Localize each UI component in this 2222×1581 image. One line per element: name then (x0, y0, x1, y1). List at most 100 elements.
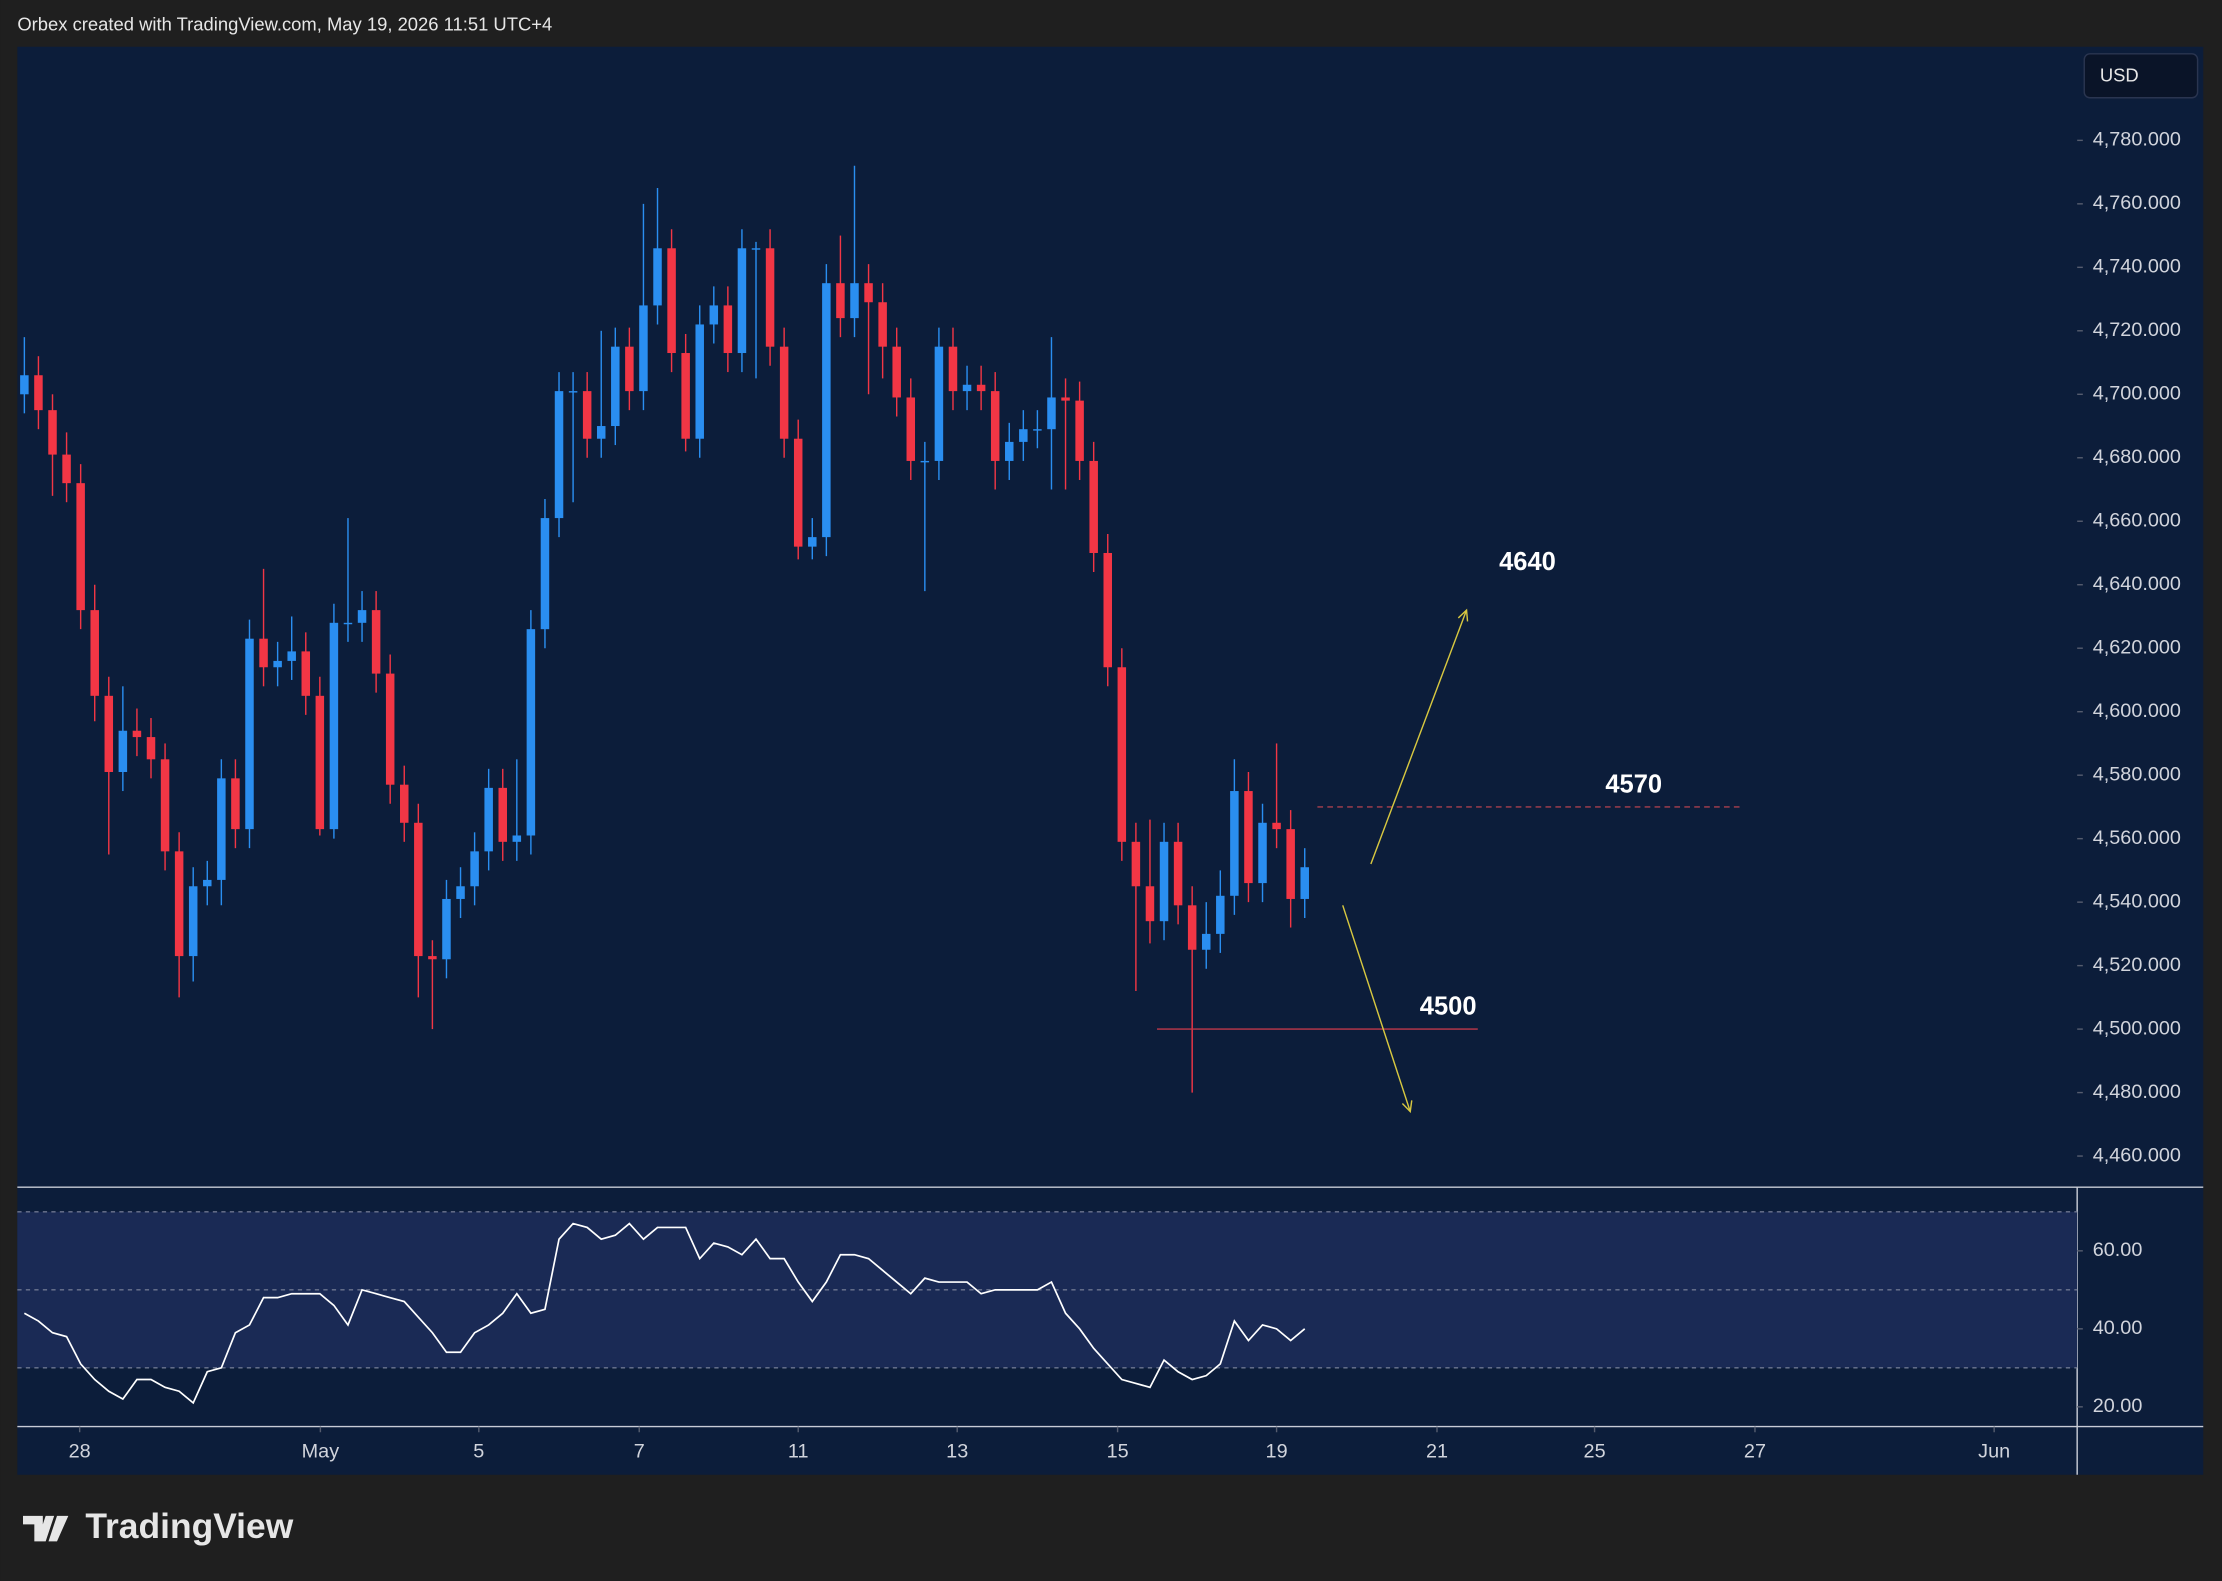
candle-body (329, 622, 339, 830)
x-tick-label: 27 (1744, 1440, 1766, 1462)
level-label: 4570 (1605, 770, 1662, 798)
candle-body (1061, 397, 1070, 401)
candle-body (470, 851, 479, 887)
candle-body (779, 346, 789, 439)
candle-body (751, 248, 761, 250)
x-tick-label: 19 (1266, 1440, 1288, 1462)
candle-body (1047, 397, 1056, 430)
x-tick-label: May (302, 1440, 340, 1462)
y-tick-label: 4,460.000 (2093, 1144, 2181, 1166)
candle-body (1201, 933, 1211, 950)
candle-body (231, 778, 240, 830)
candle-body (653, 248, 662, 306)
y-tick-label: 4,620.000 (2093, 636, 2181, 658)
y-tick-label: 4,720.000 (2093, 319, 2181, 341)
candle-body (1244, 791, 1253, 884)
candle-body (934, 346, 944, 461)
candle-body (1131, 841, 1141, 887)
candle-body (174, 851, 184, 957)
candle-body (217, 778, 226, 880)
y-tick-label: 4,700.000 (2093, 383, 2181, 405)
x-tick-label: Jun (1978, 1440, 2010, 1462)
candle-body (428, 956, 437, 960)
level-label: 4500 (1420, 993, 1477, 1021)
candle-body (273, 660, 282, 668)
candle-body (442, 898, 451, 960)
y-tick-label: 4,660.000 (2093, 509, 2181, 531)
candle-body (1258, 822, 1267, 884)
candle-body (315, 695, 325, 830)
candle-body (822, 283, 831, 538)
x-tick-label: 15 (1107, 1440, 1129, 1462)
candle-body (301, 651, 311, 696)
candle-body (611, 346, 620, 427)
candle-body (146, 737, 156, 760)
x-tick-label: 7 (634, 1440, 645, 1462)
candle-body (512, 835, 522, 842)
candle-body (723, 305, 733, 354)
candle-body (906, 397, 916, 461)
candle-body (1272, 822, 1281, 830)
arrow-head (1457, 608, 1469, 622)
y-tick-label: 4,780.000 (2093, 129, 2181, 151)
y-tick-label: 4,500.000 (2093, 1017, 2181, 1039)
currency: USD (2100, 64, 2139, 85)
candle-body (681, 353, 690, 439)
arrow (1342, 905, 1411, 1112)
candle-body (34, 375, 43, 411)
candle-body (582, 391, 592, 439)
candle-body (568, 391, 578, 393)
candle-body (808, 537, 817, 547)
y-tick-label: 4,540.000 (2093, 890, 2181, 912)
candle-body (920, 460, 930, 463)
y-tick-label: 4,580.000 (2093, 763, 2181, 785)
candle-body (385, 673, 395, 785)
rsi-line (23, 1222, 1306, 1405)
currency-box[interactable] (2083, 53, 2199, 99)
candle-body (484, 787, 493, 852)
candle-body (1019, 429, 1028, 442)
candle-body (287, 651, 296, 661)
candle-body (526, 629, 536, 836)
candle-body (1075, 400, 1084, 461)
y-tick-label: 4,560.000 (2093, 827, 2181, 849)
candle-body (118, 730, 128, 772)
arrow-head (1401, 1100, 1413, 1114)
candle-body (20, 375, 29, 395)
candle-body (709, 305, 719, 325)
x-tick-label: 21 (1426, 1440, 1448, 1462)
candle-body (596, 426, 606, 439)
candle-body (962, 384, 972, 392)
logo-mark (23, 1515, 69, 1542)
candle-body (878, 302, 887, 347)
candle-body (639, 305, 648, 392)
candle-body (1300, 867, 1309, 899)
candle-body (343, 622, 353, 625)
candle-body (90, 610, 99, 696)
candle-body (864, 283, 873, 303)
x-tick-label: 25 (1584, 1440, 1606, 1462)
y-tick-label: 20.00 (2093, 1395, 2143, 1417)
candle-body (990, 391, 1000, 461)
y-tick-label: 40.00 (2093, 1317, 2143, 1339)
candle-body (667, 248, 676, 354)
candle-body (1089, 460, 1098, 553)
candle-body (1033, 429, 1042, 431)
y-tick-label: 4,480.000 (2093, 1081, 2181, 1103)
candle-body (160, 759, 170, 852)
candle-body (357, 610, 367, 623)
candle-body (1286, 829, 1295, 899)
candle-body (1173, 841, 1183, 906)
candle-body (540, 518, 550, 630)
candle-body (737, 248, 747, 354)
candle-body (1187, 905, 1197, 950)
candle-body (1216, 895, 1225, 934)
candle-body (695, 324, 704, 439)
x-tick-label: 5 (473, 1440, 484, 1462)
caption: Orbex created with TradingView.com, May … (17, 13, 552, 34)
candle-body (765, 248, 775, 347)
candle-body (948, 346, 958, 392)
candle-body (259, 638, 268, 668)
